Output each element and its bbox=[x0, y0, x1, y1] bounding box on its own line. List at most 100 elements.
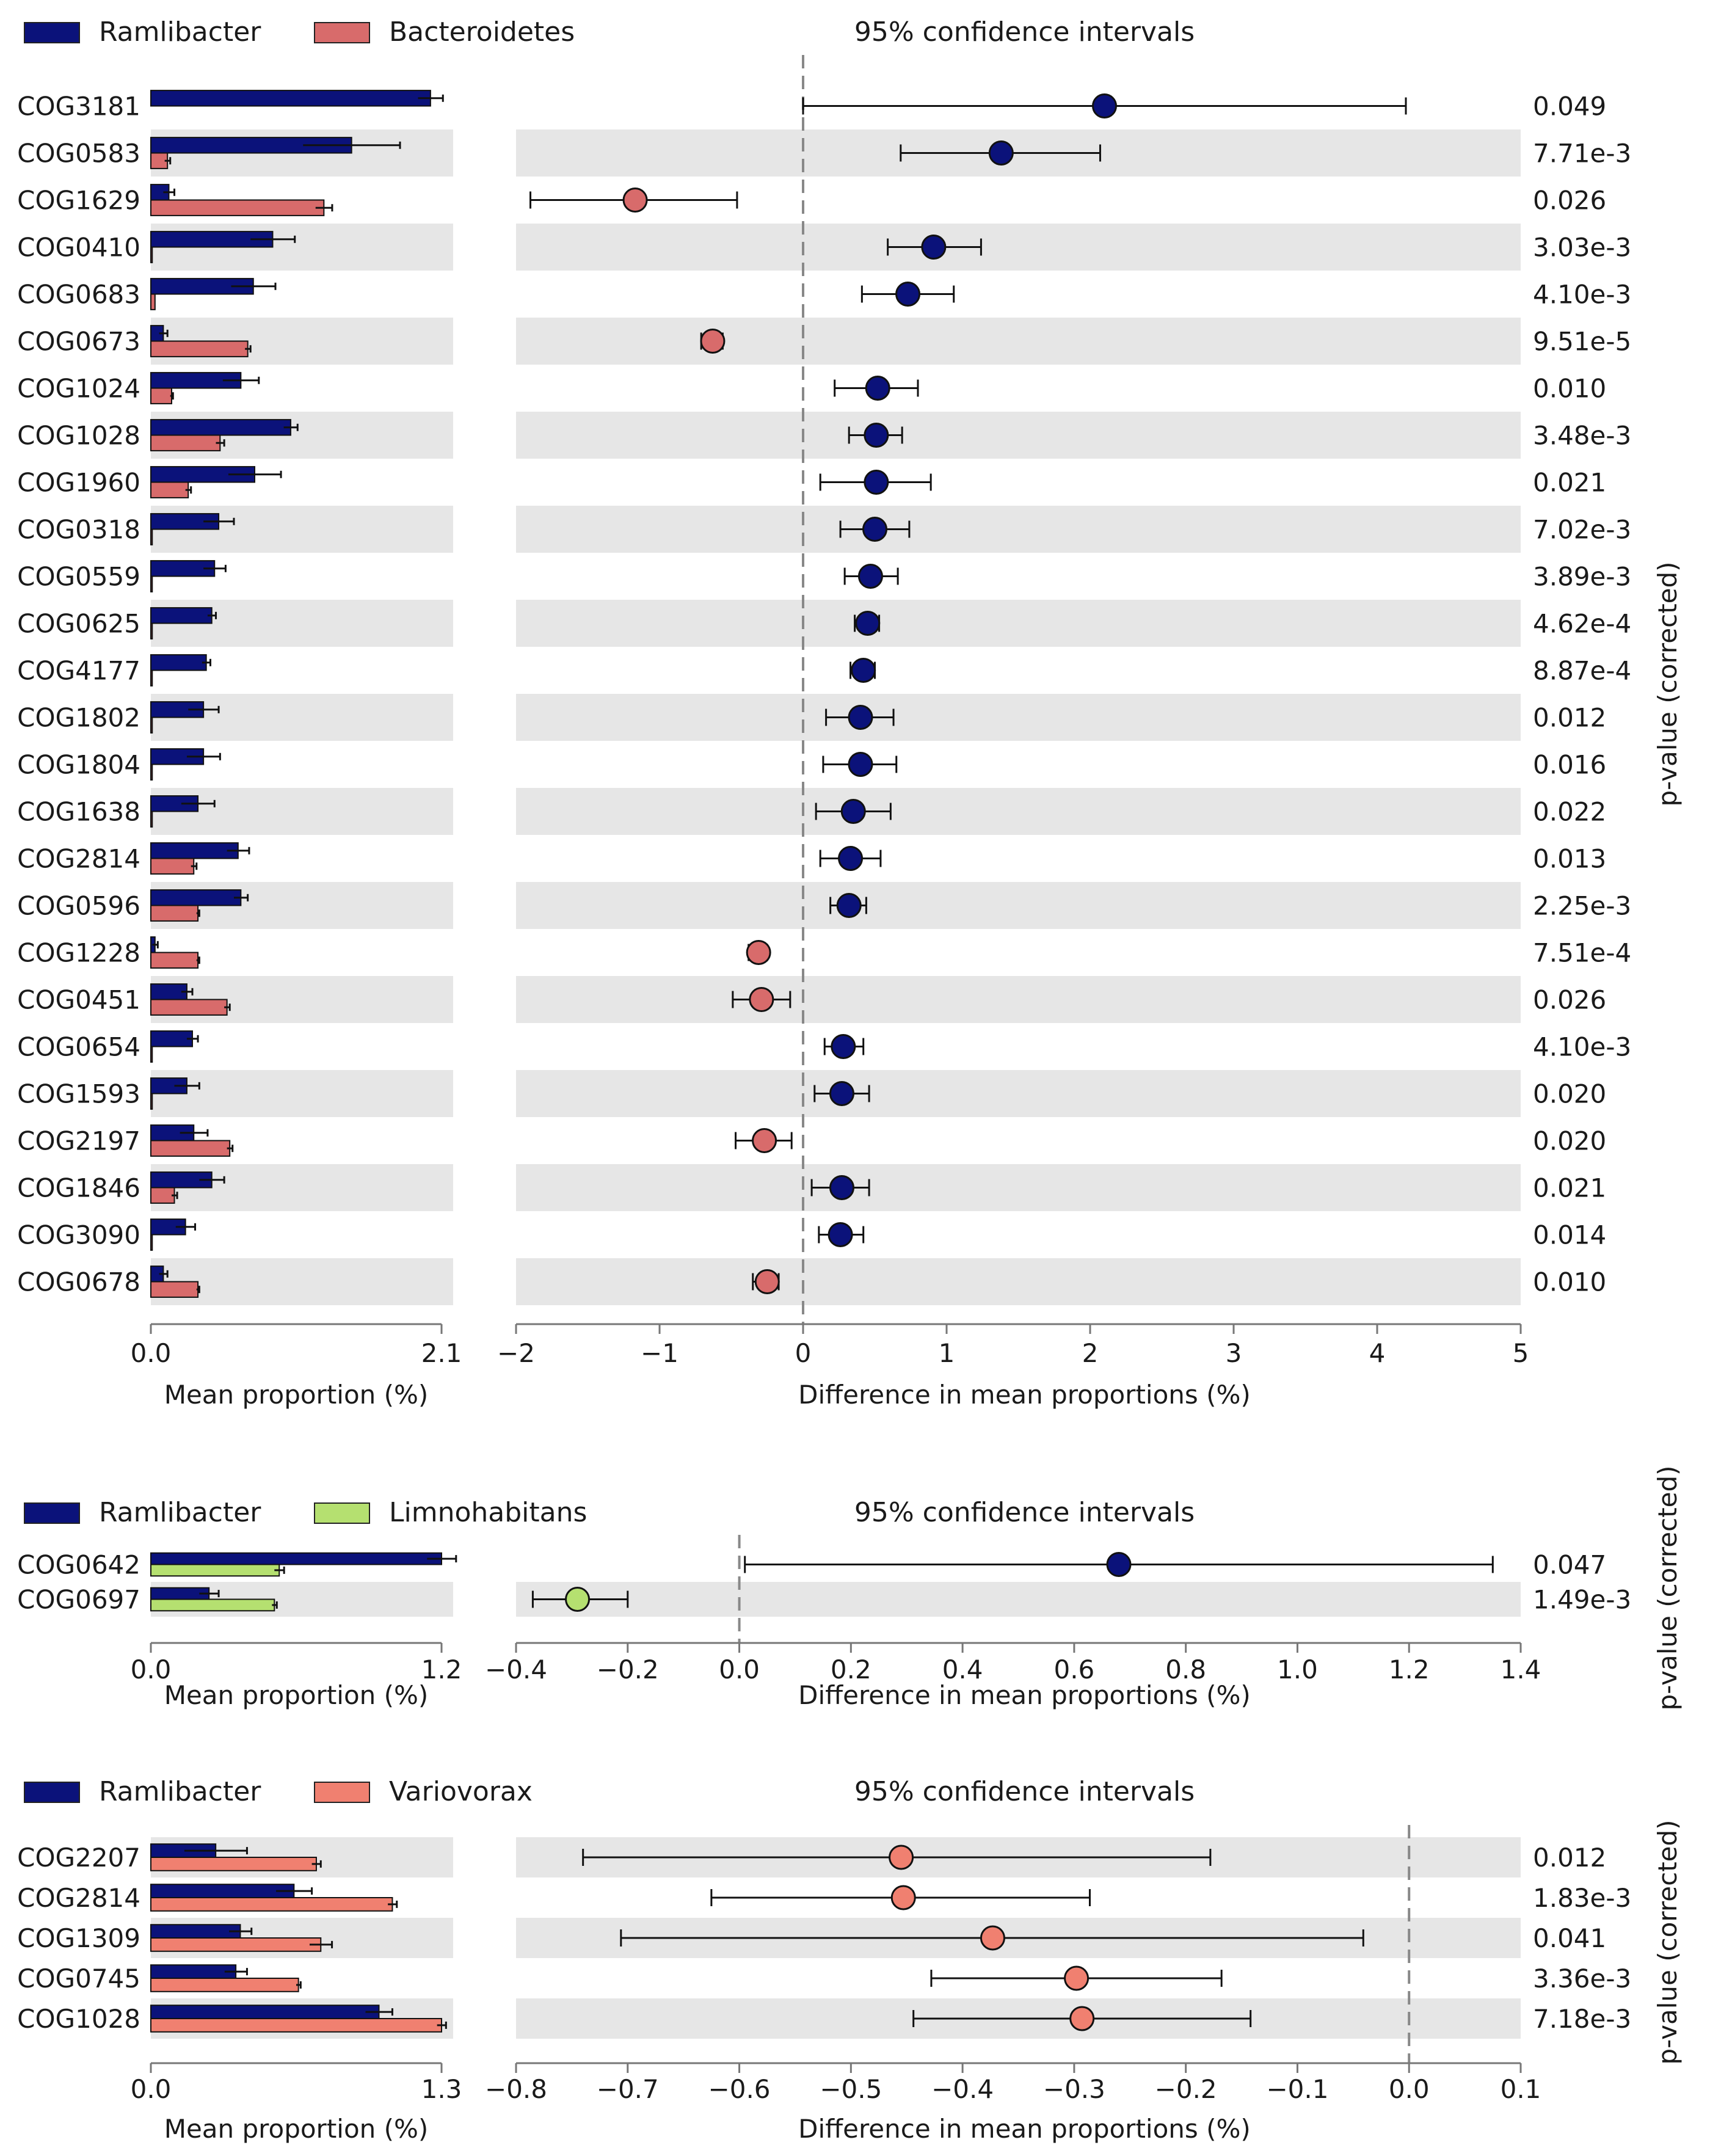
category-label: COG0559 bbox=[17, 562, 140, 592]
difference-point bbox=[848, 705, 873, 730]
bar-bacteroidetes bbox=[150, 387, 172, 404]
row-band bbox=[516, 1258, 1521, 1305]
difference-point bbox=[864, 423, 889, 448]
difference-point bbox=[700, 329, 726, 354]
legend-swatch bbox=[24, 22, 80, 43]
bar-axis-label: Mean proportion (%) bbox=[164, 1380, 429, 1410]
difference-point bbox=[848, 752, 873, 777]
bar-ramlibacter bbox=[150, 1552, 442, 1565]
difference-axis-tick-label: 0.0 bbox=[719, 1655, 760, 1684]
bar-bacteroidetes bbox=[150, 1281, 199, 1298]
bar-bacteroidetes bbox=[150, 716, 153, 734]
difference-point bbox=[988, 140, 1014, 166]
p-value: 0.020 bbox=[1533, 1079, 1606, 1109]
bar-bacteroidetes bbox=[150, 481, 189, 498]
difference-axis-tick-label: −0.1 bbox=[1266, 2074, 1328, 2104]
bar-ramlibacter bbox=[150, 419, 291, 436]
bar-axis-label: Mean proportion (%) bbox=[164, 1680, 429, 1710]
bar-variovorax bbox=[150, 1857, 317, 1871]
bar-ramlibacter bbox=[150, 889, 242, 906]
bar-variovorax bbox=[150, 1897, 393, 1912]
difference-axis-tick-label: −0.3 bbox=[1043, 2074, 1105, 2104]
bar-ramlibacter bbox=[150, 1030, 193, 1047]
category-label: COG1629 bbox=[17, 186, 140, 216]
difference-point bbox=[565, 1587, 591, 1612]
difference-point bbox=[829, 1081, 854, 1106]
bar-variovorax bbox=[150, 2018, 442, 2033]
category-label: COG1028 bbox=[17, 421, 140, 451]
category-label: COG2207 bbox=[17, 1843, 140, 1873]
difference-axis-label: Difference in mean proportions (%) bbox=[798, 1680, 1251, 1710]
bar-bacteroidetes bbox=[150, 622, 153, 639]
legend-swatch bbox=[314, 22, 370, 43]
p-value: 0.012 bbox=[1533, 1843, 1606, 1873]
difference-axis-tick-label: −0.2 bbox=[597, 1655, 659, 1684]
p-value: 0.010 bbox=[1533, 1267, 1606, 1297]
bar-ramlibacter bbox=[150, 2005, 380, 2019]
difference-point bbox=[1069, 2006, 1095, 2031]
difference-axis-tick-label: −0.7 bbox=[597, 2074, 659, 2104]
p-value: 0.014 bbox=[1533, 1220, 1606, 1250]
legend-label: Ramlibacter bbox=[99, 1497, 261, 1528]
bar-bacteroidetes bbox=[150, 1187, 175, 1204]
difference-axis-label: Difference in mean proportions (%) bbox=[798, 1380, 1251, 1410]
category-label: COG0596 bbox=[17, 891, 140, 921]
bar-bacteroidetes bbox=[150, 575, 153, 592]
difference-point bbox=[864, 470, 889, 495]
p-value: 0.021 bbox=[1533, 1173, 1606, 1203]
category-label: COG1846 bbox=[17, 1173, 140, 1203]
p-value: 0.026 bbox=[1533, 985, 1606, 1015]
category-label: COG1228 bbox=[17, 938, 140, 968]
row-band bbox=[516, 882, 1521, 929]
difference-axis-tick-label: 1.4 bbox=[1501, 1655, 1541, 1684]
bar-ramlibacter bbox=[150, 1884, 295, 1898]
p-value: 0.026 bbox=[1533, 186, 1606, 216]
bar-bacteroidetes bbox=[150, 1140, 231, 1157]
p-value: 0.022 bbox=[1533, 797, 1606, 827]
category-label: COG1593 bbox=[17, 1079, 140, 1109]
legend: Ramlibacter Limnohabitans bbox=[24, 1497, 587, 1528]
bar-bacteroidetes bbox=[150, 999, 228, 1016]
difference-axis-tick-label: −0.4 bbox=[485, 1655, 547, 1684]
panel-2: Ramlibacter Limnohabitans 95% confidence i… bbox=[17, 1465, 1683, 1710]
category-label: COG0410 bbox=[17, 233, 140, 263]
difference-point bbox=[840, 799, 866, 824]
bar-bacteroidetes bbox=[150, 858, 195, 875]
difference-axis-tick-label: 1.0 bbox=[1277, 1655, 1318, 1684]
bar-ramlibacter bbox=[150, 1964, 237, 1979]
p-value: 0.010 bbox=[1533, 374, 1606, 404]
p-value: 3.89e-3 bbox=[1533, 562, 1631, 592]
category-label: COG2814 bbox=[17, 1883, 140, 1913]
difference-point bbox=[754, 1269, 780, 1294]
bar-bacteroidetes bbox=[150, 1234, 153, 1251]
bar-ramlibacter bbox=[150, 90, 431, 107]
p-value: 0.012 bbox=[1533, 703, 1606, 733]
difference-axis-tick-label: 2 bbox=[1082, 1338, 1099, 1368]
difference-point bbox=[921, 235, 947, 260]
difference-axis-tick-label: 1.2 bbox=[1389, 1655, 1430, 1684]
legend-swatch bbox=[24, 1502, 80, 1524]
difference-axis-tick-label: 0 bbox=[795, 1338, 812, 1368]
bar-ramlibacter bbox=[150, 607, 213, 624]
difference-point bbox=[828, 1222, 853, 1247]
legend-label: Ramlibacter bbox=[99, 1776, 261, 1807]
difference-point bbox=[829, 1175, 854, 1200]
p-value: 0.047 bbox=[1533, 1550, 1606, 1580]
difference-axis-tick-label: 4 bbox=[1369, 1338, 1386, 1368]
row-band bbox=[516, 506, 1521, 553]
row-band bbox=[516, 600, 1521, 647]
category-label: COG0642 bbox=[17, 1550, 140, 1580]
p-value: 2.25e-3 bbox=[1533, 891, 1631, 921]
bar-axis-tick-label: 0.0 bbox=[131, 1655, 172, 1684]
bar-bacteroidetes bbox=[150, 1046, 153, 1063]
p-value: 0.041 bbox=[1533, 1923, 1606, 1953]
p-value: 4.62e-4 bbox=[1533, 609, 1631, 639]
difference-point bbox=[862, 517, 887, 542]
bar-bacteroidetes bbox=[150, 669, 153, 686]
difference-axis-tick-label: −0.4 bbox=[931, 2074, 994, 2104]
difference-axis-label: Difference in mean proportions (%) bbox=[798, 2114, 1251, 2144]
legend: Ramlibacter Bacteroidetes bbox=[24, 16, 575, 48]
bar-bacteroidetes bbox=[150, 952, 199, 969]
category-label: COG1028 bbox=[17, 2004, 140, 2034]
